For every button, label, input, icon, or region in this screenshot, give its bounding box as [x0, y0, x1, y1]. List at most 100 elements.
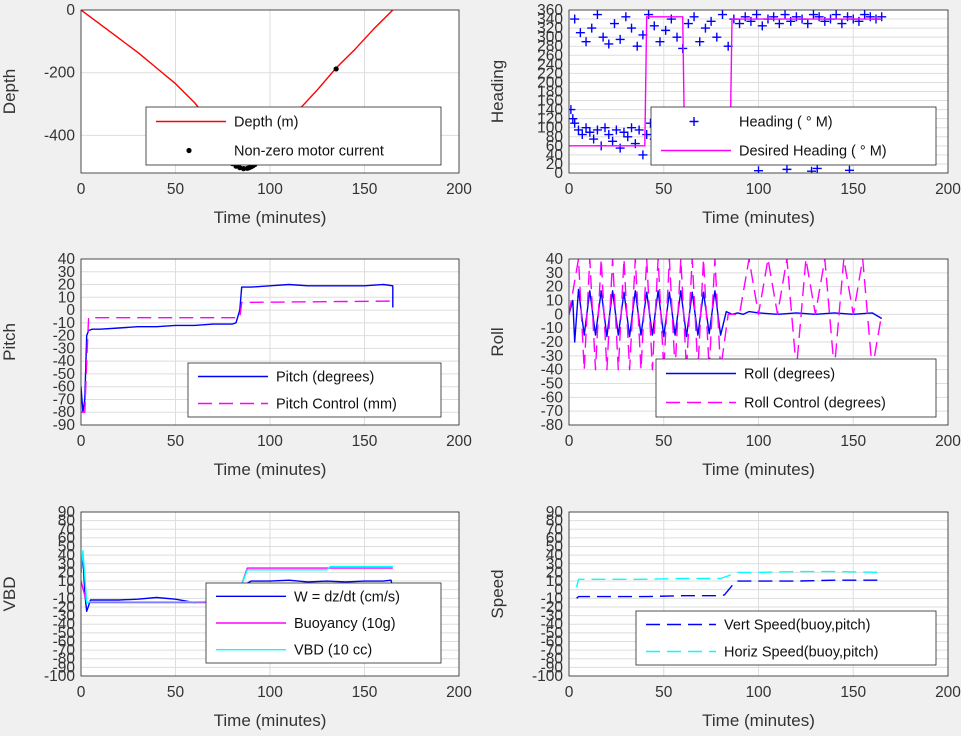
series-1-point — [600, 123, 610, 133]
y-tick-label: -10 — [53, 315, 76, 332]
y-tick-label: -50 — [53, 625, 76, 642]
x-tick-label: 50 — [655, 181, 673, 198]
y-tick-label: 20 — [58, 277, 76, 294]
x-tick-label: 0 — [77, 684, 86, 701]
y-tick-label: 20 — [58, 564, 76, 581]
x-tick-label: 50 — [655, 433, 673, 450]
series-1-point — [746, 16, 756, 26]
series-1-point — [611, 125, 621, 135]
series-1-point — [820, 16, 830, 26]
y-tick-label: -10 — [541, 590, 564, 607]
y-tick-label: 220 — [537, 65, 563, 82]
y-tick-label: -30 — [53, 608, 76, 625]
y-tick-label: 50 — [58, 539, 76, 556]
y-tick-label: -30 — [541, 348, 564, 365]
series-1-point — [581, 37, 591, 47]
y-tick-label: -80 — [53, 651, 76, 668]
y-tick-label: -30 — [541, 608, 564, 625]
legend: Depth (m) Non-zero motor current — [145, 106, 442, 166]
x-tick-label: 100 — [257, 433, 283, 450]
series-1-point — [672, 32, 682, 42]
axes-frame — [80, 511, 460, 677]
series-1-point — [589, 134, 599, 144]
y-tick-label: -100 — [532, 668, 563, 685]
series-1-point — [754, 166, 763, 173]
y-axis-label: Pitch — [0, 323, 19, 361]
series-1-line — [81, 283, 394, 413]
y-tick-label: -60 — [541, 633, 564, 650]
legend: Pitch (degrees) Pitch Control (mm) — [187, 362, 442, 418]
y-tick-label: -40 — [53, 353, 76, 370]
axes-frame — [568, 9, 949, 174]
y-tick-label: 20 — [546, 279, 564, 296]
y-tick-label: 20 — [546, 564, 564, 581]
y-tick-label: 30 — [58, 264, 76, 281]
series-1-point — [831, 10, 841, 20]
x-tick-label: 200 — [935, 433, 961, 450]
series-1-point — [587, 23, 597, 33]
y-tick-label: -90 — [541, 659, 564, 676]
y-tick-label: 0 — [554, 582, 563, 599]
y-tick-label: -80 — [53, 404, 76, 421]
series-1-point — [780, 10, 790, 20]
series-1-point — [854, 16, 864, 26]
x-tick-label: 150 — [840, 684, 866, 701]
y-tick-label: 40 — [546, 147, 564, 164]
series-1-point — [570, 118, 580, 128]
panel-4: 0 50 100 150 200-80-70-60-50-40-30-20-100102… — [488, 251, 961, 479]
series-1-point — [592, 125, 602, 135]
y-tick-label: -40 — [541, 616, 564, 633]
y-tick-label: 0 — [66, 302, 75, 319]
legend-box — [187, 362, 442, 418]
series-1-point — [774, 19, 784, 29]
series-1-point — [585, 127, 595, 137]
y-tick-label: -70 — [53, 391, 76, 408]
series-2-point — [333, 66, 339, 72]
legend-label: Roll Control (degrees) — [744, 396, 886, 412]
series-2-line — [569, 16, 882, 147]
y-tick-label: 70 — [58, 521, 76, 538]
y-axis-label: VBD — [0, 577, 19, 612]
x-tick-label: 50 — [655, 684, 673, 701]
y-axis-label: Speed — [488, 569, 507, 618]
x-axis-label: Time (minutes) — [702, 208, 815, 227]
y-tick-label: 80 — [58, 513, 76, 530]
legend-label: Depth (m) — [234, 115, 298, 131]
legend-box — [145, 106, 442, 166]
y-tick-label: 180 — [537, 84, 563, 101]
y-tick-label: -50 — [541, 376, 564, 393]
series-1-point — [581, 123, 591, 133]
y-tick-label: 30 — [546, 556, 564, 573]
series-1-point — [689, 12, 699, 22]
legend-label: Desired Heading ( ° M) — [739, 144, 887, 160]
y-tick-label: -20 — [53, 328, 76, 345]
y-tick-label: -40 — [53, 616, 76, 633]
y-tick-label: -50 — [541, 625, 564, 642]
x-axis-label: Time (minutes) — [214, 208, 327, 227]
y-tick-label: 10 — [58, 573, 76, 590]
series-1-point — [644, 10, 654, 20]
series-1-point — [627, 23, 637, 33]
series-1-point — [575, 28, 585, 38]
series-1-point — [683, 19, 693, 29]
y-tick-label: 0 — [66, 2, 75, 19]
y-tick-label: -100 — [44, 668, 75, 685]
series-1-point — [860, 10, 870, 20]
series-1-point — [615, 143, 625, 153]
panel-5: 0 50 100 150 200-100-90-80-70-60-50-40-30-20… — [0, 504, 472, 730]
y-tick-label: 60 — [58, 530, 76, 547]
x-tick-label: 0 — [77, 433, 86, 450]
y-tick-label: 280 — [537, 38, 563, 55]
y-tick-label: 10 — [58, 289, 76, 306]
y-tick-label: 0 — [554, 165, 563, 182]
series-1-point — [706, 16, 716, 26]
y-tick-label: -20 — [541, 599, 564, 616]
series-1-point — [661, 25, 671, 35]
x-tick-label: 0 — [77, 181, 86, 198]
x-tick-label: 200 — [446, 433, 472, 450]
y-tick-label: -20 — [53, 599, 76, 616]
y-tick-label: 80 — [546, 513, 564, 530]
y-axis-label: Depth — [0, 69, 19, 114]
axes-frame — [80, 258, 460, 426]
y-tick-label: -200 — [44, 65, 75, 82]
